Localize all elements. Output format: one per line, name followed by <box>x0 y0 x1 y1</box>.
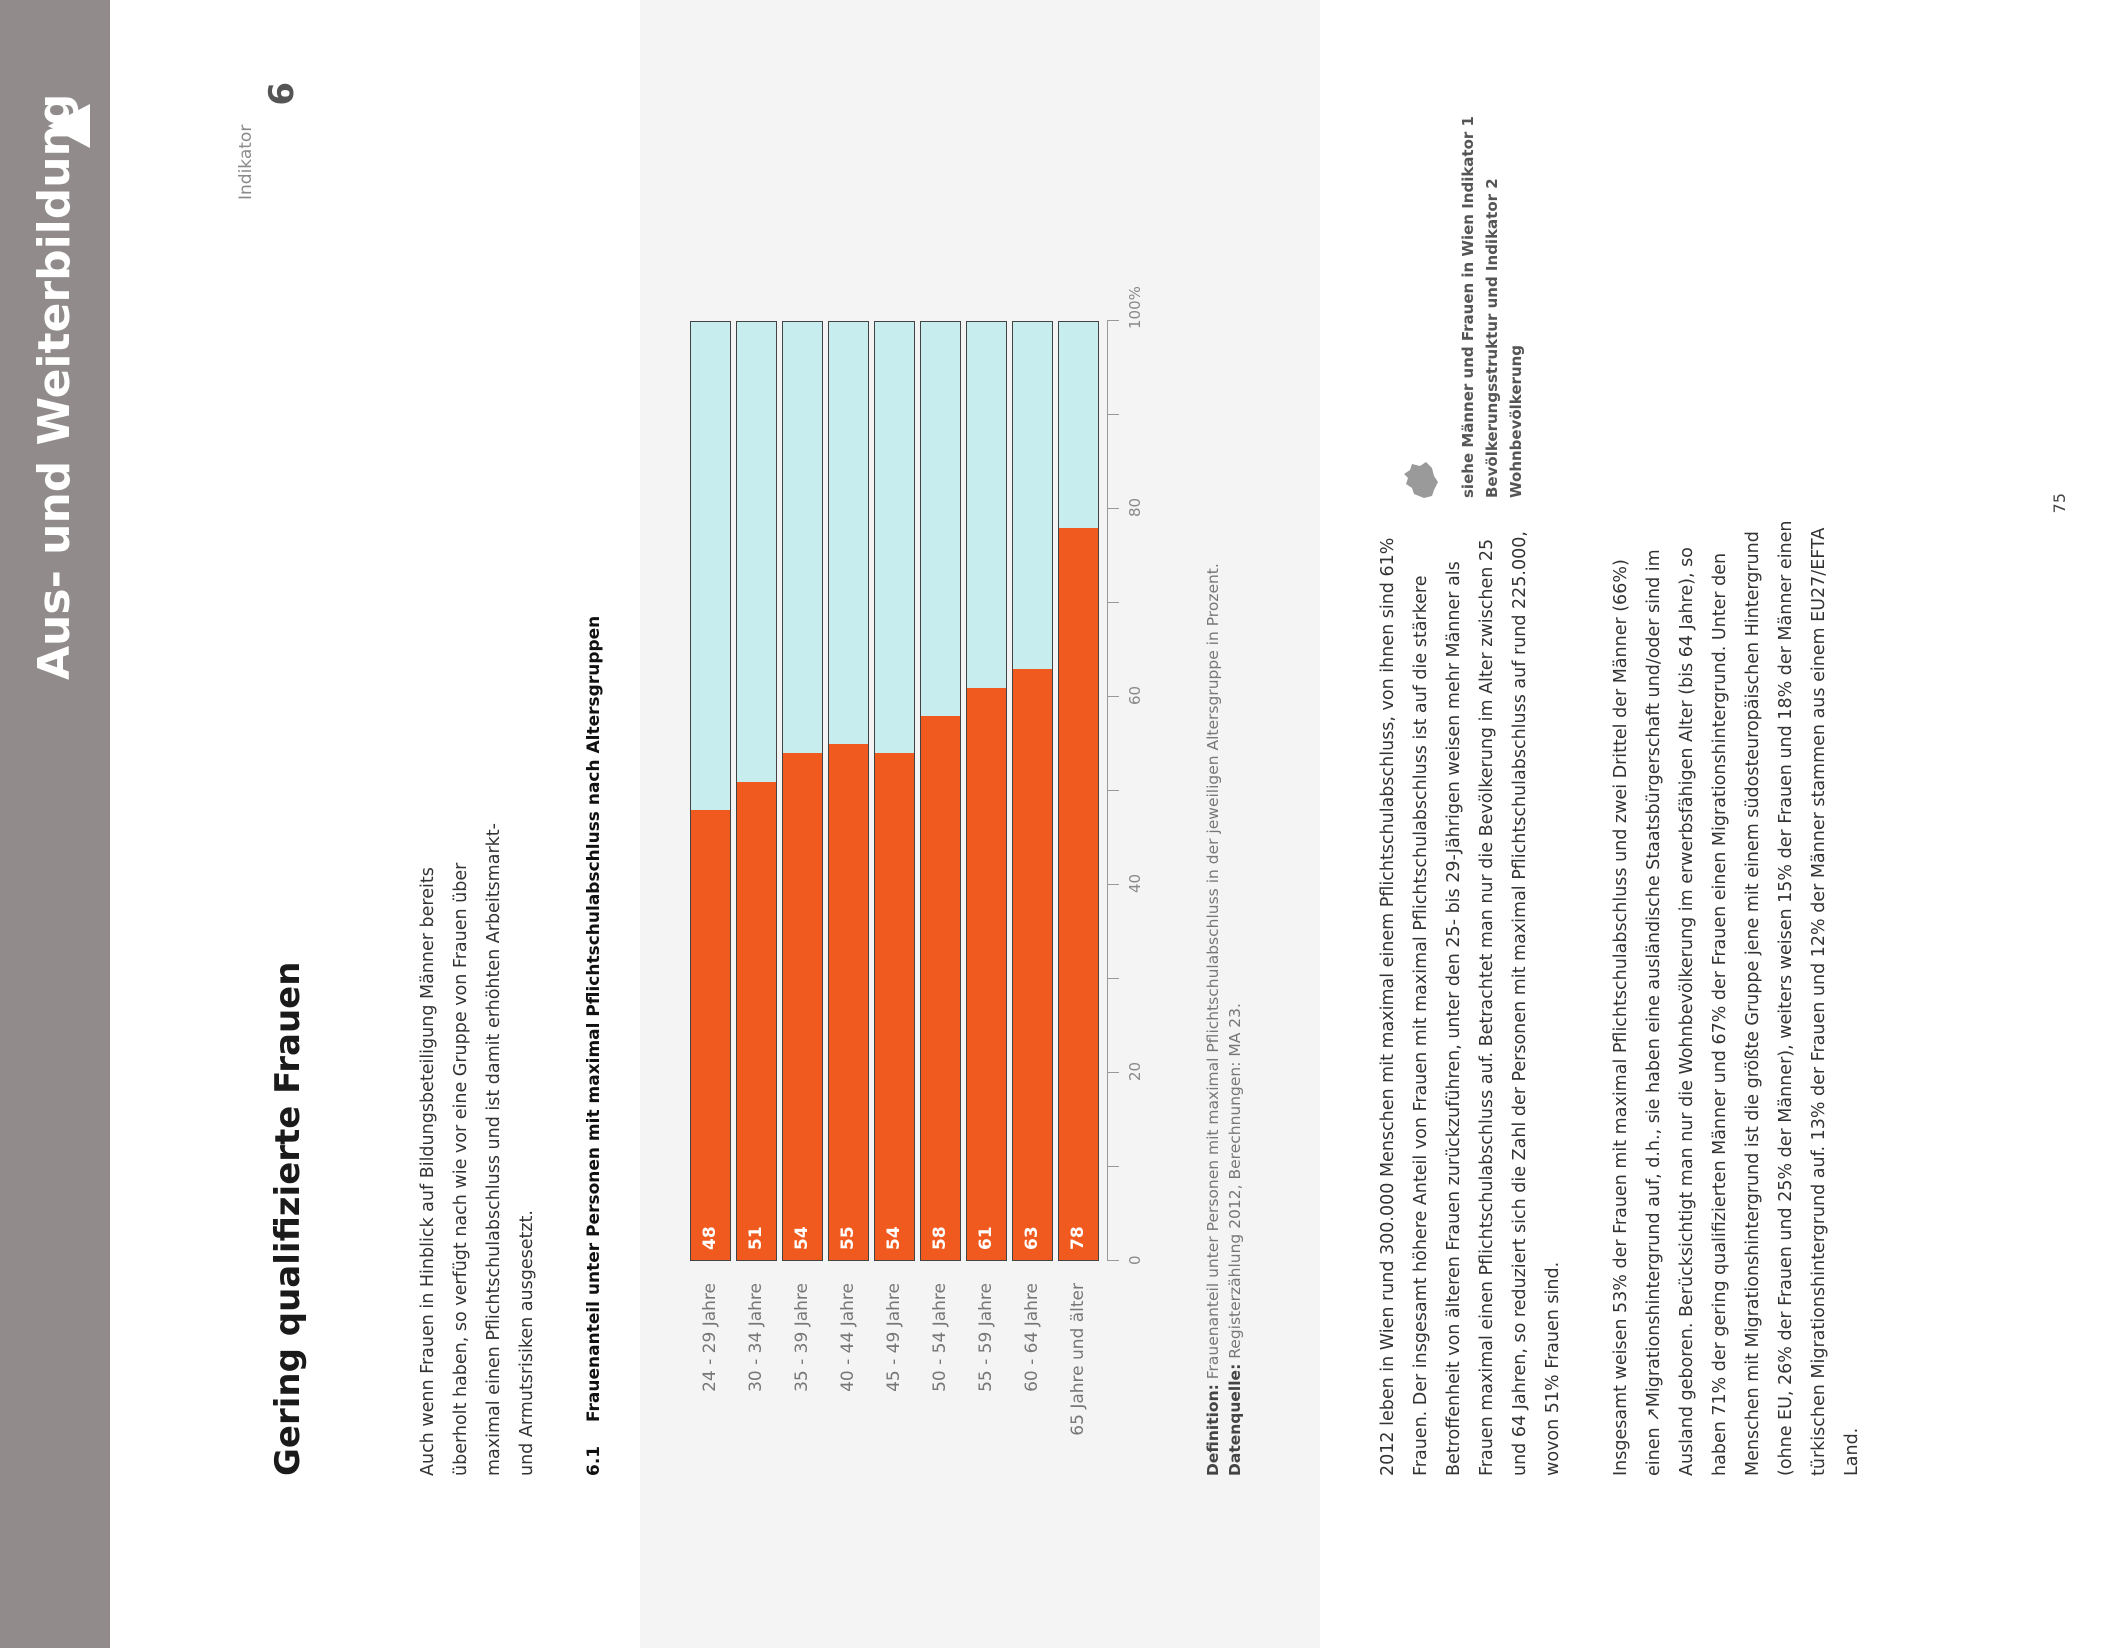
category-label: 40 - 44 Jahre <box>838 1283 858 1392</box>
x-axis-tick-label: 40 <box>1126 873 1144 893</box>
bar-fill-women: 54 <box>783 753 822 1260</box>
x-axis-tick-label: 0 <box>1126 1255 1144 1265</box>
bar-fill-women: 63 <box>1013 669 1052 1260</box>
body-paragraph-2: Insgesamt weisen 53% der Frauen mit maxi… <box>1611 520 1862 1476</box>
indicator-label: Indikator <box>236 124 256 200</box>
x-axis-tick <box>1107 1166 1119 1167</box>
x-axis-tick <box>1107 790 1119 791</box>
x-axis-tick-label: 60 <box>1126 685 1144 705</box>
x-axis-tick <box>1107 1260 1119 1261</box>
section-banner: Aus- und Weiterbildung <box>0 0 110 1648</box>
page-title: Gering qualifizierte Frauen <box>268 961 308 1476</box>
indicator-number: 6 <box>262 82 302 106</box>
x-axis-tick <box>1107 696 1119 697</box>
category-label: 35 - 39 Jahre <box>792 1283 812 1392</box>
category-label: 30 - 34 Jahre <box>746 1283 766 1392</box>
bar: 78 <box>1058 321 1099 1261</box>
x-axis-tick-label: 80 <box>1126 497 1144 517</box>
triangle-icon <box>48 104 90 148</box>
bar-value-label: 63 <box>1022 1226 1042 1250</box>
intro-text: Auch wenn Frauen in Hinblick auf Bildung… <box>418 823 537 1476</box>
bar: 54 <box>874 321 915 1261</box>
source-text: Registerzählung 2012, Berechnungen: MA 2… <box>1226 1003 1244 1359</box>
bar-fill-women: 54 <box>875 753 914 1260</box>
bar: 63 <box>1012 321 1053 1261</box>
bar-fill-women: 48 <box>691 809 730 1260</box>
vienna-map-icon <box>1404 462 1438 498</box>
section-title: Aus- und Weiterbildung <box>29 93 80 680</box>
body-paragraph-1: 2012 leben in Wien rund 300.000 Menschen… <box>1378 531 1563 1476</box>
bar-value-label: 54 <box>792 1226 812 1250</box>
x-axis-tick <box>1107 508 1119 509</box>
bar-value-label: 51 <box>746 1226 766 1250</box>
category-label: 60 - 64 Jahre <box>1022 1283 1042 1392</box>
bar-fill-women: 51 <box>737 781 776 1260</box>
category-label: 24 - 29 Jahre <box>700 1283 720 1392</box>
definition-text: Frauenanteil unter Personen mit maximal … <box>1204 563 1222 1380</box>
bar-value-label: 78 <box>1068 1226 1088 1250</box>
category-label: 55 - 59 Jahre <box>976 1283 996 1392</box>
x-axis-line <box>1107 321 1108 1261</box>
bar: 58 <box>920 321 961 1261</box>
bar: 54 <box>782 321 823 1261</box>
page-number: 75 <box>2050 493 2069 514</box>
category-label: 50 - 54 Jahre <box>930 1283 950 1392</box>
bar-fill-women: 58 <box>921 715 960 1260</box>
bar-value-label: 48 <box>700 1226 720 1250</box>
x-axis-tick <box>1107 414 1119 415</box>
x-axis-tick <box>1107 320 1119 321</box>
x-axis-tick <box>1107 1072 1119 1073</box>
category-label: 65 Jahre und älter <box>1068 1283 1088 1436</box>
definition-label: Definition: <box>1204 1384 1222 1476</box>
reference-note: siehe Männer und Frauen in Wien Indikato… <box>1459 116 1525 498</box>
category-label: 45 - 49 Jahre <box>884 1283 904 1392</box>
source-label: Datenquelle: <box>1226 1363 1244 1476</box>
x-axis-tick-label: 20 <box>1126 1061 1144 1081</box>
bar-value-label: 55 <box>838 1226 858 1250</box>
figure-definition: Definition: Frauenanteil unter Personen … <box>1202 536 1246 1476</box>
bar-fill-women: 61 <box>967 687 1006 1260</box>
bar-value-label: 54 <box>884 1226 904 1250</box>
x-axis-tick-label: 100% <box>1126 286 1144 329</box>
bar-fill-women: 55 <box>829 744 868 1260</box>
bar: 61 <box>966 321 1007 1261</box>
bar: 55 <box>828 321 869 1261</box>
bar: 48 <box>690 321 731 1261</box>
x-axis-tick <box>1107 602 1119 603</box>
bar-value-label: 61 <box>976 1226 996 1250</box>
x-axis-tick <box>1107 884 1119 885</box>
figure-number: 6.1 <box>584 1445 604 1476</box>
bar-fill-women: 78 <box>1059 528 1098 1260</box>
bar: 51 <box>736 321 777 1261</box>
bar-value-label: 58 <box>930 1226 950 1250</box>
x-axis-tick <box>1107 978 1119 979</box>
figure-title: Frauenanteil unter Personen mit maximal … <box>584 615 604 1422</box>
